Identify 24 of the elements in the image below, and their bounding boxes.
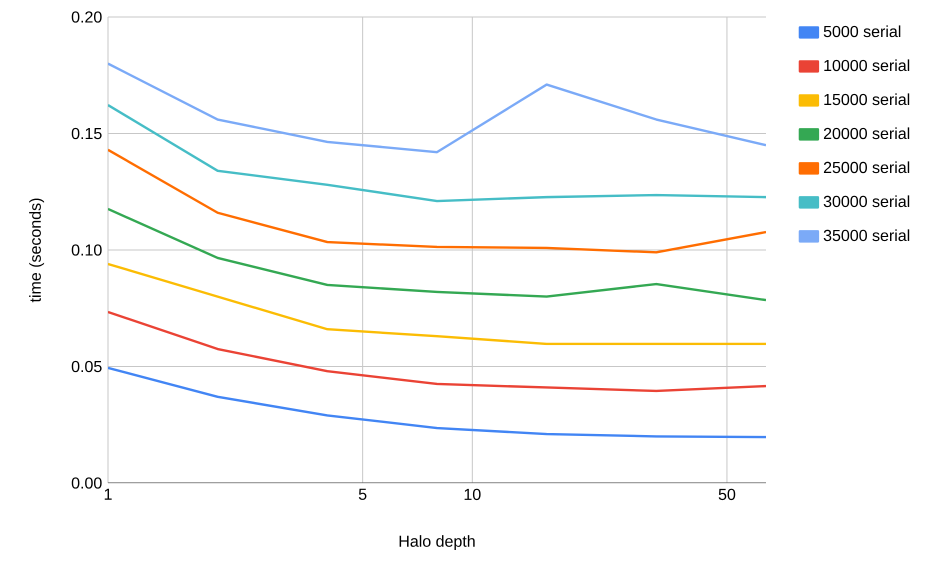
y-axis-title: time (seconds) xyxy=(29,198,44,302)
line-series xyxy=(108,148,766,254)
legend-label: 35000 serial xyxy=(824,229,910,242)
y-tick-label: 0.20 xyxy=(72,11,102,23)
legend-label: 15000 serial xyxy=(824,93,910,106)
legend-label: 5000 serial xyxy=(824,25,900,38)
line-series xyxy=(108,104,766,202)
legend-label: 20000 serial xyxy=(824,127,910,140)
y-tick-label: 0.10 xyxy=(72,244,102,256)
y-tick-label: 0.05 xyxy=(72,360,102,372)
line-series xyxy=(108,208,766,302)
x-axis-title: Halo depth xyxy=(400,535,475,550)
legend-label: 30000 serial xyxy=(824,195,910,208)
line-series xyxy=(108,62,766,154)
y-tick-label: 0.15 xyxy=(72,128,102,140)
x-tick-label: 1 xyxy=(104,488,112,500)
x-tick-label: 5 xyxy=(358,488,366,500)
line-series xyxy=(108,310,766,392)
legend-label: 10000 serial xyxy=(824,59,910,72)
legend-label: 25000 serial xyxy=(824,161,910,174)
x-tick-label: 10 xyxy=(464,488,481,500)
line-series xyxy=(108,366,766,438)
y-tick-label: 0.00 xyxy=(72,477,102,489)
x-tick-label: 50 xyxy=(718,488,736,500)
